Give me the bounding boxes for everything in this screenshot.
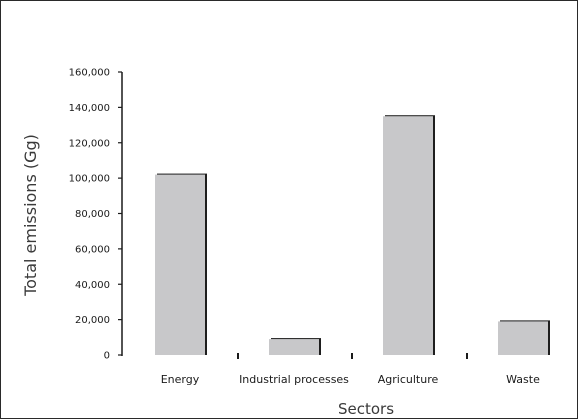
bar-agriculture xyxy=(383,116,433,355)
category-label: Agriculture xyxy=(378,373,439,386)
y-axis-title: Total emissions (Gg) xyxy=(21,134,40,297)
x-axis-title: Sectors xyxy=(338,400,394,418)
bar-waste xyxy=(498,321,548,355)
y-tick-label: 40,000 xyxy=(75,280,110,291)
y-tick-label: 120,000 xyxy=(69,138,110,149)
bar-industrial-processes xyxy=(269,339,319,355)
y-tick-label: 20,000 xyxy=(75,315,110,326)
y-tick-label: 160,000 xyxy=(69,68,110,79)
y-tick-label: 80,000 xyxy=(75,209,110,220)
category-label: Energy xyxy=(161,373,200,386)
y-tick-label: 0 xyxy=(104,351,110,362)
category-label: Waste xyxy=(506,373,540,386)
y-tick-label: 60,000 xyxy=(75,244,110,255)
category-labels: Energy Industrial processes Agriculture Was… xyxy=(161,373,540,386)
y-ticks: 0 20,000 40,000 60,000 80,000 100,000 120,000 1… xyxy=(69,68,122,362)
bars xyxy=(155,115,550,355)
bar-energy xyxy=(155,174,205,355)
y-tick-label: 140,000 xyxy=(69,103,110,114)
x-ticks xyxy=(237,353,468,359)
y-tick-label: 100,000 xyxy=(69,174,110,185)
category-label: Industrial processes xyxy=(239,373,349,386)
